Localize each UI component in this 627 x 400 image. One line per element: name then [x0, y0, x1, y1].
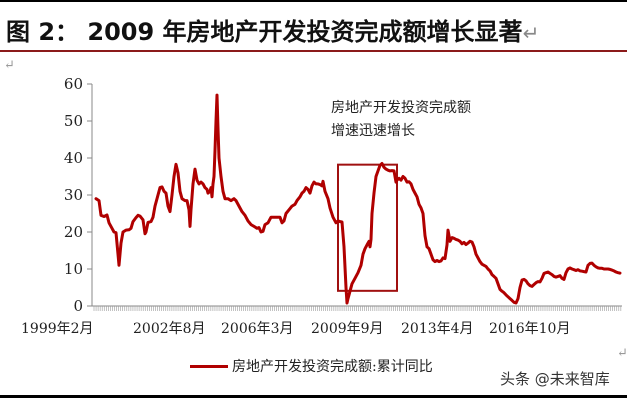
x-tick-label: 1999年2月: [21, 321, 94, 337]
return-mark-icon: ↵: [4, 58, 15, 73]
y-tick-label: 30: [64, 186, 83, 204]
legend: 房地产开发投资完成额:累计同比: [190, 356, 433, 376]
return-mark-icon: ↵: [617, 346, 627, 361]
annotation-line-1: 房地产开发投资完成额: [331, 100, 471, 116]
y-tick-label: 10: [64, 260, 83, 278]
chart-axes: [87, 83, 622, 311]
tick-labels: 0 10 20 30 40 50 60 1999年2月 2002年8月 2006年3月 2009年9…: [21, 75, 570, 337]
y-tick-label: 50: [64, 112, 83, 130]
y-tick-label: 20: [64, 223, 83, 241]
y-tick-label: 60: [64, 75, 83, 93]
annotation-box: [337, 163, 398, 292]
watermark: 头条 @未来智库: [500, 370, 610, 388]
x-tick-label: 2006年3月: [221, 321, 294, 337]
figure-title: 图 2： 2009 年房地产开发投资完成额增长显著↵: [6, 12, 539, 47]
y-tick-label: 0: [73, 297, 83, 315]
annotation-line-2: 增速迅速增长: [331, 123, 415, 139]
x-tick-label: 2009年9月: [311, 321, 384, 337]
series-line: [94, 93, 622, 305]
bottom-rule: [0, 395, 627, 398]
y-tick-label: 40: [64, 149, 83, 167]
x-tick-label: 2016年10月: [489, 321, 570, 337]
figure-title-text: 图 2： 2009 年房地产开发投资完成额增长显著: [6, 18, 523, 46]
return-mark-icon: ↵: [522, 21, 540, 45]
title-underline: [0, 50, 627, 52]
legend-swatch: [190, 364, 228, 368]
x-tick-label: 2013年4月: [401, 321, 474, 337]
x-tick-label: 2002年8月: [133, 321, 206, 337]
legend-label: 房地产开发投资完成额:累计同比: [232, 359, 433, 375]
top-rule: [0, 0, 627, 2]
